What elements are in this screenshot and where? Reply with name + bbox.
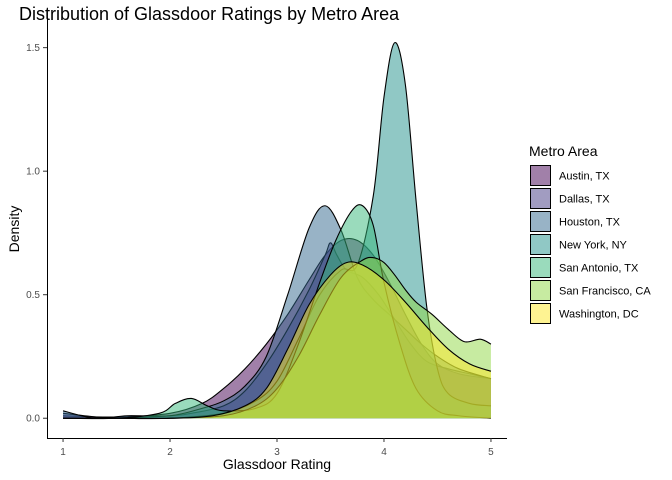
y-tick-label: 0.0 (26, 414, 40, 425)
density-line-washington-dc (63, 261, 492, 419)
legend-label-washington-dc: Washington, DC (559, 309, 639, 321)
legend-swatch-san-antonio-tx (530, 257, 551, 278)
y-tick-label: 1.0 (26, 167, 40, 178)
y-axis-ticks: 0.0 0.5 1.0 1.5 (26, 43, 47, 425)
y-tick-label: 1.5 (26, 43, 40, 54)
x-tick-label: 1 (60, 447, 66, 458)
legend: Metro Area Austin, TX Dallas, TX Houston, … (529, 143, 651, 324)
legend-swatch-washington-dc (530, 303, 551, 324)
legend-label-dallas-tx: Dallas, TX (559, 194, 610, 206)
legend-title: Metro Area (529, 143, 598, 159)
legend-label-san-francisco-ca: San Francisco, CA (559, 286, 651, 298)
legend-swatch-dallas-tx (530, 188, 551, 209)
x-tick-label: 3 (274, 447, 280, 458)
y-tick-label: 0.5 (26, 290, 40, 301)
x-axis-ticks: 1 2 3 4 5 (60, 438, 494, 458)
legend-label-san-antonio-tx: San Antonio, TX (559, 263, 639, 275)
legend-label-new-york-ny: New York, NY (559, 240, 628, 252)
legend-label-austin-tx: Austin, TX (559, 171, 610, 183)
plot-area (62, 42, 492, 420)
legend-swatch-san-francisco-ca (530, 280, 551, 301)
chart-title: Distribution of Glassdoor Ratings by Met… (19, 4, 400, 24)
x-tick-label: 2 (167, 447, 173, 458)
x-tick-label: 5 (488, 447, 494, 458)
legend-swatch-new-york-ny (530, 234, 551, 255)
legend-label-houston-tx: Houston, TX (559, 217, 621, 229)
x-axis-title: Glassdoor Rating (223, 456, 331, 472)
density-area-washington-dc (63, 261, 491, 419)
x-tick-label: 4 (381, 447, 387, 458)
legend-swatch-houston-tx (530, 211, 551, 232)
y-axis-title: Density (6, 206, 22, 253)
legend-swatch-austin-tx (530, 165, 551, 186)
